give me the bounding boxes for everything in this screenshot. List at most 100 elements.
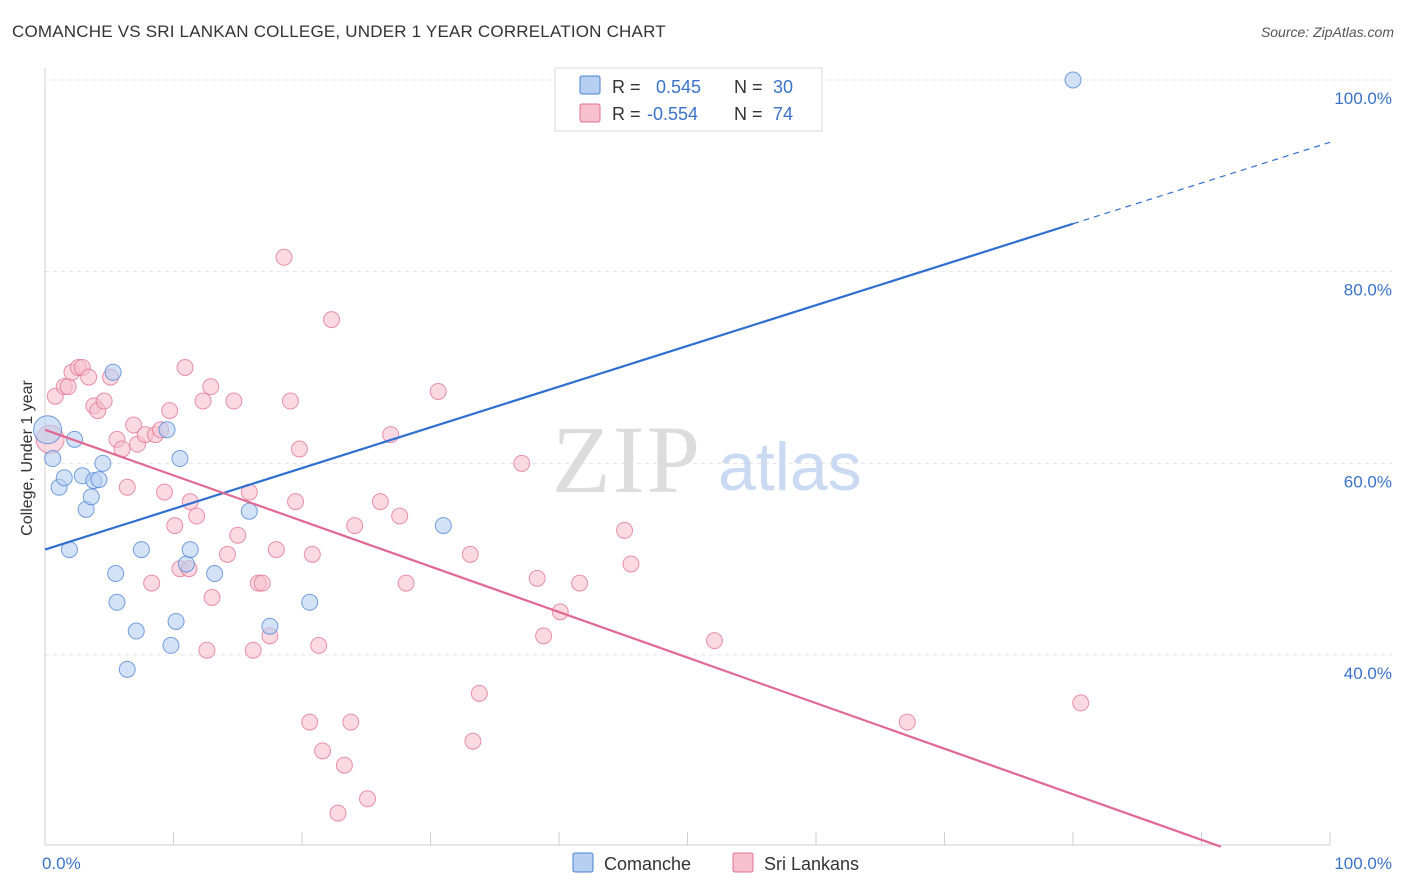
sri-lankans-point <box>198 641 216 659</box>
sri-lankans-point <box>194 392 212 410</box>
sri-lankans-point <box>513 454 531 472</box>
stats-legend-swatch-pink <box>579 103 601 123</box>
stats-legend-n-value-1: 30 <box>773 77 793 97</box>
comanche-point <box>108 593 126 611</box>
stats-legend-r-label-2: R = <box>612 104 641 124</box>
watermark-zip: ZIP <box>552 406 702 513</box>
sri-lankans-point <box>535 627 553 645</box>
comanche-point <box>158 421 176 439</box>
comanche-point <box>127 622 145 640</box>
sri-lankans-point <box>229 526 247 544</box>
sri-lankans-point <box>314 742 332 760</box>
stats-legend-n-label-1: N = <box>734 77 763 97</box>
stats-legend-r-value-1: 0.545 <box>656 77 701 97</box>
x-ticks <box>44 832 1331 845</box>
comanche-point <box>94 454 112 472</box>
sri-lankans-point <box>397 574 415 592</box>
sri-lankans-point <box>461 545 479 563</box>
series-legend: Comanche Sri Lankans <box>572 852 859 874</box>
stats-legend-r-value-2: -0.554 <box>647 104 698 124</box>
comanche-point <box>90 471 108 489</box>
sri-lankans-point <box>143 574 161 592</box>
sri-lankans-point <box>166 517 184 535</box>
sri-lankans-point <box>303 545 321 563</box>
sri-lankans-point <box>528 569 546 587</box>
sri-lankans-point <box>253 574 271 592</box>
comanche-point <box>181 541 199 559</box>
sri-lankans-point <box>290 440 308 458</box>
sri-lankans-points <box>35 248 1090 822</box>
x-tick-label-left: 0.0% <box>42 854 81 873</box>
sri-lankans-point <box>80 368 98 386</box>
sri-lankans-point <box>371 493 389 511</box>
comanche-point <box>55 469 73 487</box>
sri-lankans-point <box>622 555 640 573</box>
stats-legend: R = 0.545 N = 30 R = -0.554 N = 74 <box>554 67 823 132</box>
comanche-point <box>261 617 279 635</box>
comanche-point <box>107 565 125 583</box>
sri-lankans-point <box>275 248 293 266</box>
sri-lankans-point <box>203 589 221 606</box>
y-tick-label-80: 80.0% <box>1344 281 1392 300</box>
comanche-point <box>171 450 189 468</box>
sri-lankans-point <box>95 392 113 410</box>
sri-lankans-point <box>176 359 194 376</box>
trend-lines <box>44 141 1331 848</box>
sri-lankans-point <box>346 517 364 535</box>
sri-lankans-point <box>335 756 353 774</box>
comanche-points <box>33 71 1082 678</box>
sri-lankans-point <box>391 507 409 525</box>
stats-legend-n-label-2: N = <box>734 104 763 124</box>
legend-label-sri-lankans: Sri Lankans <box>764 854 859 874</box>
sri-lankans-point <box>470 684 488 702</box>
gridlines <box>45 79 1392 656</box>
chart-source: Source: ZipAtlas.com <box>1260 24 1394 40</box>
sri-lankans-point <box>244 641 262 659</box>
y-axis-title: College, Under 1 year <box>19 380 36 536</box>
sri-lankans-point <box>429 382 447 400</box>
sri-lankans-point <box>267 541 285 559</box>
chart-title: COMANCHE VS SRI LANKAN COLLEGE, UNDER 1 … <box>12 22 666 41</box>
comanche-point <box>118 660 136 678</box>
sri-lankans-point <box>616 521 634 539</box>
sri-lankans-point <box>301 713 319 731</box>
sri-lankans-point <box>1072 694 1090 712</box>
sri-lankans-point <box>161 402 179 420</box>
comanche-point <box>206 565 224 583</box>
watermark: ZIP atlas <box>552 406 862 513</box>
y-tick-labels: 40.0% 60.0% 80.0% 100.0% <box>1334 89 1392 683</box>
sri-lankans-point <box>118 478 136 496</box>
sri-lankans-point <box>188 507 206 525</box>
stats-legend-n-value-2: 74 <box>773 104 793 124</box>
comanche-point <box>44 450 62 468</box>
legend-label-comanche: Comanche <box>604 854 691 874</box>
sri-lankans-point <box>342 713 360 731</box>
y-tick-label-60: 60.0% <box>1344 472 1392 491</box>
watermark-atlas: atlas <box>718 429 862 505</box>
y-tick-label-100: 100.0% <box>1334 89 1392 108</box>
sri-lankans-point <box>329 804 347 822</box>
sri-lankans-point <box>359 790 377 808</box>
sri-lankans-point <box>218 545 236 563</box>
comanche-point <box>240 502 258 520</box>
comanche-point <box>167 612 185 630</box>
stats-legend-r-label-1: R = <box>612 77 641 97</box>
sri-lankans-point <box>156 483 174 501</box>
sri-lankans-point <box>705 632 723 650</box>
sri-lankans-point <box>125 416 143 434</box>
sri-lankans-point <box>202 378 220 396</box>
sri-lankans-point <box>571 574 589 592</box>
y-tick-label-40: 40.0% <box>1344 664 1392 683</box>
sri-lankans-point <box>225 392 243 410</box>
x-tick-label-right: 100.0% <box>1334 854 1392 873</box>
comanche-point <box>301 593 319 611</box>
comanche-trend-extension <box>1072 141 1331 225</box>
legend-swatch-sri-lankans <box>732 852 754 873</box>
sri-lankans-point <box>310 636 328 654</box>
sri-lankans-point <box>898 713 916 731</box>
sri-lankans-point <box>464 732 482 750</box>
sri-lankans-point <box>59 378 77 396</box>
sri-lankans-point <box>323 311 341 329</box>
comanche-trend-line <box>44 222 1074 551</box>
